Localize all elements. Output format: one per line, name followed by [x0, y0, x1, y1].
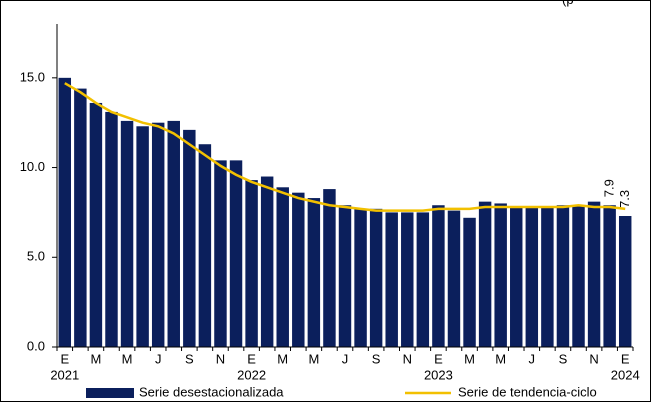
bar [432, 205, 445, 347]
bar [276, 187, 289, 347]
bar [338, 205, 352, 347]
bar [494, 203, 507, 347]
bar [587, 201, 601, 347]
x-tick-label: E [247, 351, 256, 366]
x-tick-label: E [434, 351, 443, 366]
x-tick-label: S [559, 351, 568, 366]
bar [369, 208, 383, 347]
bar [447, 210, 461, 347]
bar [105, 111, 118, 347]
bar [74, 88, 87, 347]
bar [478, 201, 492, 347]
x-tick-label: M [277, 351, 288, 366]
value-label: 7.3 [617, 190, 632, 208]
bar [245, 180, 258, 347]
bar [510, 207, 523, 347]
bar [229, 160, 243, 347]
bar [151, 122, 165, 347]
bar [136, 126, 149, 348]
x-tick-label: M [464, 351, 475, 366]
x-tick-label: S [372, 351, 381, 366]
bar [58, 77, 72, 347]
x-tick-label: M [90, 351, 101, 366]
legend-label: Serie de tendencia-ciclo [458, 384, 597, 399]
year-label: 2023 [424, 367, 453, 382]
value-label: 7.9 [602, 179, 617, 197]
bar [260, 176, 274, 347]
x-tick-label: S [185, 351, 194, 366]
bar [183, 129, 196, 347]
x-tick-label: J [155, 351, 162, 366]
x-tick-label: N [403, 351, 412, 366]
bar [618, 216, 632, 347]
year-label: 2022 [237, 367, 266, 382]
x-tick-label: M [308, 351, 319, 366]
legend-label: Serie desestacionalizada [139, 384, 284, 399]
x-tick-label: N [216, 351, 225, 366]
x-tick-label: N [589, 351, 598, 366]
bar [323, 189, 336, 347]
year-label: 2021 [50, 367, 79, 382]
bar [541, 207, 554, 347]
bar [385, 212, 398, 347]
y-tick-label: 0.0 [27, 338, 45, 353]
y-tick-label: 15.0 [20, 69, 45, 84]
bar [292, 192, 305, 347]
bar [167, 120, 180, 348]
trend-line [64, 82, 626, 212]
bar [214, 160, 227, 347]
x-tick-label: J [529, 351, 536, 366]
x-tick-label: J [342, 351, 349, 366]
year-label: 2024 [611, 367, 640, 382]
bar [556, 205, 570, 347]
bar [416, 212, 430, 347]
bar [354, 208, 367, 347]
x-tick-label: M [122, 351, 133, 366]
bar [307, 198, 321, 347]
y-tick-label: 10.0 [20, 159, 45, 174]
y-tick-label: 5.0 [27, 249, 45, 264]
x-tick-label: M [495, 351, 506, 366]
x-tick-label: E [60, 351, 69, 366]
legend-swatch [86, 388, 134, 398]
bar [572, 205, 585, 347]
bar [89, 102, 103, 347]
bar [401, 212, 414, 347]
bar [198, 144, 212, 347]
bar [463, 217, 476, 347]
bar [120, 120, 134, 348]
bar [603, 205, 616, 347]
annotation: (p [562, 0, 574, 7]
bar [525, 207, 539, 347]
x-tick-label: E [621, 351, 630, 366]
